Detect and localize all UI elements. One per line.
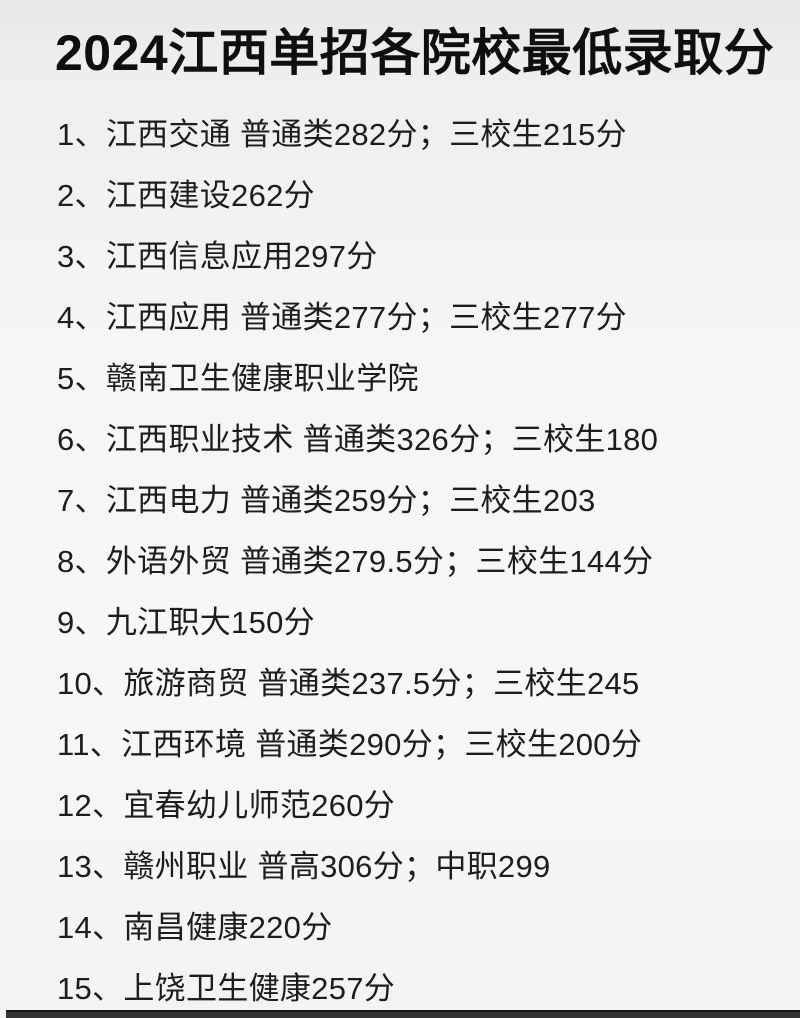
list-item: 5、赣南卫生健康职业学院 — [57, 361, 419, 396]
score-list: 1、江西交通 普通类282分；三校生215分 2、江西建设262分 3、江西信息… — [0, 101, 800, 1016]
page-title: 2024江西单招各院校最低录取分 — [55, 25, 775, 81]
list-item: 15、上饶卫生健康257分 — [57, 971, 396, 1006]
list-item: 11、江西环境 普通类290分；三校生200分 — [57, 727, 643, 762]
list-item: 6、江西职业技术 普通类326分；三校生180 — [57, 422, 659, 457]
list-item: 10、旅游商贸 普通类237.5分；三校生245 — [57, 666, 640, 701]
list-item: 9、九江职大150分 — [57, 605, 315, 640]
bottom-edge-bar — [6, 1010, 800, 1018]
list-item: 7、江西电力 普通类259分；三校生203 — [57, 483, 596, 518]
list-item: 2、江西建设262分 — [57, 178, 315, 213]
list-item: 13、赣州职业 普高306分；中职299 — [57, 849, 551, 884]
list-item: 4、江西应用 普通类277分；三校生277分 — [57, 300, 627, 335]
list-item: 8、外语外贸 普通类279.5分；三校生144分 — [57, 544, 654, 579]
list-item: 3、江西信息应用297分 — [57, 239, 378, 274]
list-item: 1、江西交通 普通类282分；三校生215分 — [57, 117, 627, 152]
list-item: 12、宜春幼儿师范260分 — [57, 788, 396, 823]
list-item: 14、南昌健康220分 — [57, 910, 333, 945]
